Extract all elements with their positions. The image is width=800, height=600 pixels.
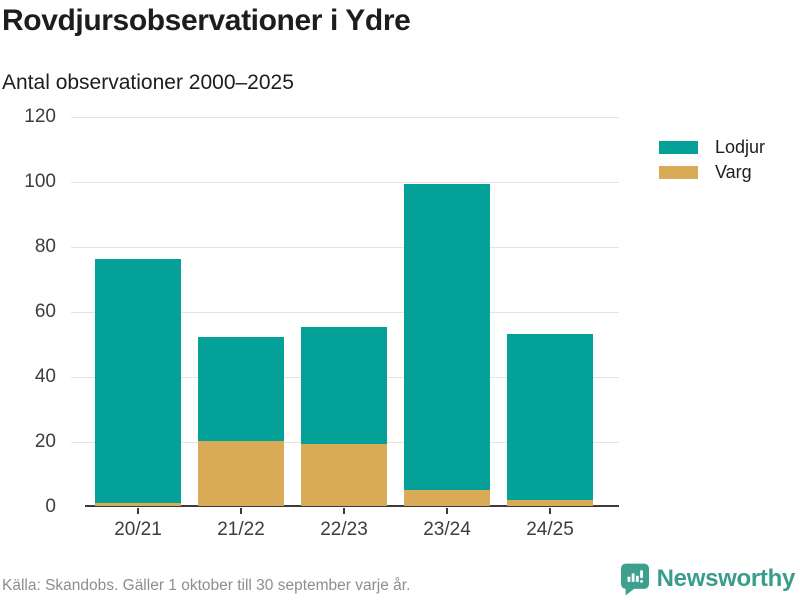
legend-item-lodjur: Lodjur	[659, 135, 765, 160]
x-axis-tick	[240, 508, 242, 514]
legend-label: Lodjur	[715, 137, 766, 157]
bar-segment-varg	[507, 499, 593, 506]
plot-area: 20/21 21/22 22/23 23/24 24/25	[71, 117, 619, 540]
legend-label: Varg	[715, 162, 752, 182]
bar-segment-varg	[198, 441, 284, 506]
source-note: Källa: Skandobs. Gäller 1 oktober till 3…	[2, 577, 411, 594]
x-axis-tick-label: 21/22	[217, 519, 265, 540]
chart-subtitle: Antal observationer 2000–2025	[2, 71, 294, 94]
gridline	[71, 117, 619, 118]
bar-segment-lodjur	[404, 184, 490, 490]
bar-segment-lodjur	[507, 333, 593, 500]
legend-swatch	[659, 141, 698, 154]
bar-group-22/23	[301, 327, 387, 506]
x-axis-tick	[137, 508, 139, 514]
bar-group-24/25	[507, 333, 593, 506]
bar-group-21/22	[198, 337, 284, 506]
gridline	[71, 312, 619, 313]
y-axis-tick-label: 120	[24, 106, 56, 127]
x-axis-tick	[343, 508, 345, 514]
newsworthy-wordmark: Newsworthy	[656, 565, 796, 592]
gridline	[71, 182, 619, 183]
bar-segment-lodjur	[301, 327, 387, 445]
newsworthy-logo: Newsworthy	[620, 561, 796, 597]
y-axis-tick-label: 20	[34, 431, 56, 452]
bar-group-23/24	[404, 184, 490, 506]
gridline	[71, 247, 619, 248]
x-axis-tick-label: 20/21	[114, 519, 162, 540]
legend-item-varg: Varg	[659, 160, 765, 185]
legend-swatch	[659, 166, 698, 179]
x-axis-line	[85, 505, 619, 507]
x-axis-tick-label: 22/23	[320, 519, 368, 540]
y-axis-tick-label: 80	[34, 236, 56, 257]
newsworthy-bubble-icon	[620, 563, 649, 596]
legend: Lodjur Varg	[659, 135, 765, 185]
x-axis-tick	[549, 508, 551, 514]
y-axis-tick-label: 40	[34, 366, 56, 387]
y-axis-tick-label: 0	[45, 496, 56, 517]
y-axis-tick-label: 60	[34, 301, 56, 322]
bar-segment-varg	[95, 502, 181, 506]
chart-title: Rovdjursobservationer i Ydre	[2, 4, 411, 37]
bar-segment-varg	[404, 489, 490, 506]
bar-segment-varg	[301, 444, 387, 506]
y-axis-tick-label: 100	[24, 171, 56, 192]
x-axis-tick-label: 24/25	[526, 519, 574, 540]
y-axis: 0 20 40 60 80 100 120	[20, 107, 56, 517]
x-axis-tick-label: 23/24	[423, 519, 471, 540]
bar-group-20/21	[95, 259, 181, 506]
bar-segment-lodjur	[198, 337, 284, 441]
x-axis-tick	[446, 508, 448, 514]
bar-segment-lodjur	[95, 259, 181, 503]
